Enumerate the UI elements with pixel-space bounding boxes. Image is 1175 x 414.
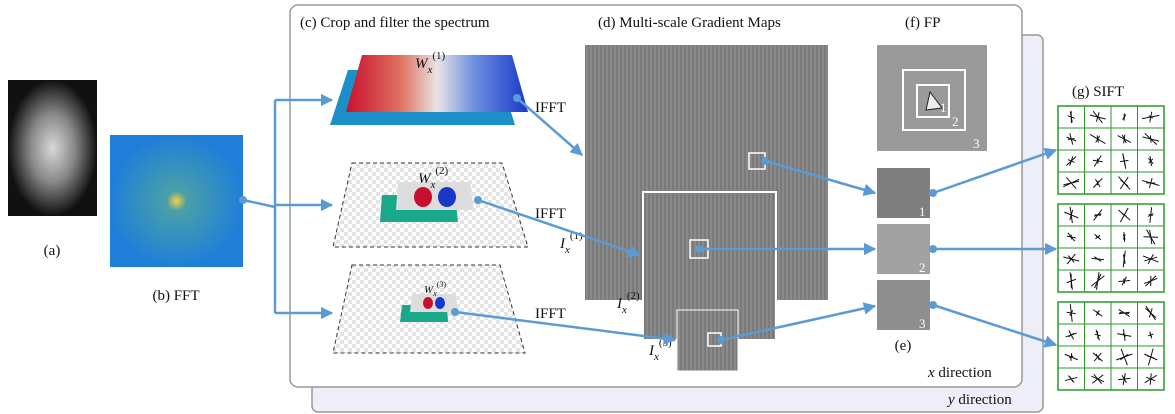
scale-label: 1 <box>940 100 947 115</box>
arrow-dot <box>761 157 769 165</box>
ifft-label: IFFT <box>535 100 566 116</box>
filter-lobe <box>414 187 432 207</box>
superscript: (2) <box>435 165 448 177</box>
x-direction-label: x direction <box>927 365 992 381</box>
subscript: x <box>653 351 659 363</box>
direction-symbol: x <box>927 365 935 381</box>
arrow <box>243 200 275 207</box>
subscript: x <box>432 289 437 298</box>
direction-text: direction <box>938 365 992 381</box>
patch-label: 3 <box>919 316 926 331</box>
direction-text: direction <box>958 392 1012 408</box>
fft-image <box>110 135 243 267</box>
filter-lobe <box>423 297 433 309</box>
ifft-label: IFFT <box>535 206 566 222</box>
ifft-label: IFFT <box>535 306 566 322</box>
panel-label: (d) Multi-scale Gradient Maps <box>598 15 781 31</box>
subscript: x <box>430 179 436 191</box>
arrow-dot <box>239 196 247 204</box>
filter-lobe <box>438 187 456 207</box>
arrow-dot <box>513 94 521 102</box>
filter-plane <box>346 55 528 112</box>
arrow-dot <box>929 189 937 197</box>
panel-label: (e) <box>895 338 912 354</box>
arrow-dot <box>474 196 482 204</box>
panel-label: (c) Crop and filter the spectrum <box>300 15 490 31</box>
patch-label: 2 <box>919 260 926 275</box>
scale-label: 3 <box>973 136 980 151</box>
arrow-dot <box>695 245 703 253</box>
arrow-dot <box>929 245 937 253</box>
panel-label: (a) <box>44 243 61 259</box>
arrow-dot <box>929 301 937 309</box>
arrow-dot <box>717 336 725 344</box>
sift-grids <box>1058 106 1164 390</box>
scale-label: 2 <box>952 114 959 129</box>
subscript: x <box>427 64 433 76</box>
panel-label: (b) FFT <box>152 288 199 304</box>
subscript: x <box>621 304 627 316</box>
diagram: y direction x direction (a) (b) FFT (c) … <box>0 0 1175 414</box>
superscript: (2) <box>627 290 640 302</box>
superscript: (1) <box>432 50 445 62</box>
y-direction-label: y direction <box>946 392 1012 408</box>
direction-symbol: y <box>946 392 955 408</box>
sift-stroke <box>1150 135 1151 142</box>
patch-label: 1 <box>919 204 926 219</box>
panel-label: (f) FP <box>905 15 940 31</box>
panel-label: (g) SIFT <box>1072 84 1124 100</box>
superscript: (3) <box>437 280 447 289</box>
sift-stroke <box>1124 232 1125 242</box>
input-image <box>8 80 97 216</box>
subscript: x <box>564 244 570 256</box>
filter-lobe <box>435 297 445 309</box>
arrow-dot <box>451 308 459 316</box>
